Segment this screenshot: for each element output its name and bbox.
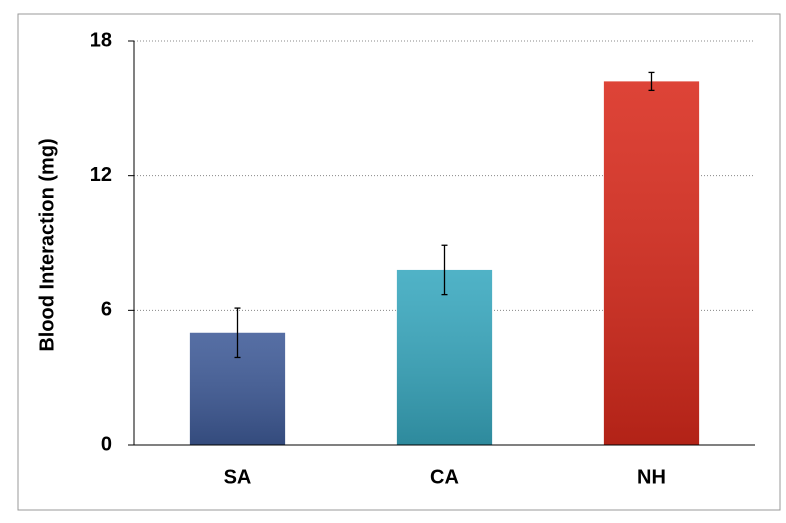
bar-shade <box>603 81 700 446</box>
chart-frame <box>17 13 781 511</box>
x-tick-label: NH <box>637 466 666 488</box>
x-tick-label: CA <box>430 466 459 488</box>
y-tick-label: 18 <box>90 29 112 51</box>
x-tick-label: SA <box>224 466 252 488</box>
y-tick-label: 12 <box>90 164 112 186</box>
y-tick-label: 0 <box>101 433 112 455</box>
y-tick-label: 6 <box>101 299 112 321</box>
bar-shade <box>396 269 493 445</box>
y-axis-label: Blood Interaction (mg) <box>36 138 58 351</box>
